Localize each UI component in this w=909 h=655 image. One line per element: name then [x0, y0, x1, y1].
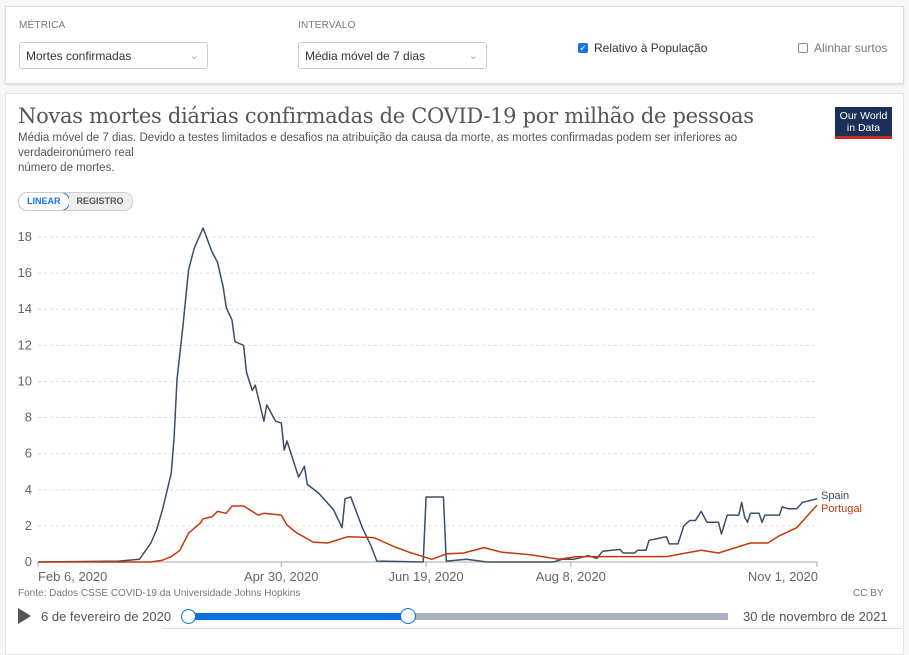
series-line-spain	[37, 227, 818, 563]
timeline-track[interactable]	[188, 613, 728, 620]
y-tick-label: 18	[18, 229, 32, 244]
align-outbreaks-checkbox[interactable]: Alinhar surtos	[798, 41, 887, 55]
chart-title: Novas mortes diárias confirmadas de COVI…	[18, 104, 754, 128]
timeline-end-label: 30 de novembro de 2021	[743, 609, 888, 624]
metric-value: Mortes confirmadas	[26, 49, 132, 63]
x-tick-label: Apr 30, 2020	[244, 569, 318, 584]
line-chart: 0 2 4 6 8 10 12 14 16 18 Feb 6, 2020 Apr 30, 2020 Ju…	[18, 227, 862, 584]
relative-population-label: Relativo à População	[594, 41, 708, 55]
align-outbreaks-label: Alinhar surtos	[814, 41, 888, 55]
y-tick-label: 2	[25, 518, 32, 533]
chart-subtitle: Média móvel de 7 dias. Devido a testes l…	[18, 131, 778, 176]
timeline-start-label: 6 de fevereiro de 2020	[41, 609, 172, 624]
relative-population-checkbox[interactable]: ✓ Relativo à População	[578, 41, 707, 55]
interval-select[interactable]: Média móvel de 7 dias ⌄	[298, 42, 487, 69]
checkbox-checked-icon: ✓	[578, 43, 588, 53]
checkbox-unchecked-icon	[798, 43, 808, 53]
series-line-portugal	[38, 504, 818, 563]
y-tick-label: 4	[25, 482, 32, 497]
y-tick-label: 14	[18, 301, 32, 316]
chevron-down-icon: ⌄	[468, 50, 478, 62]
timeline-selected-range	[188, 613, 408, 620]
timeline-end-handle[interactable]	[400, 608, 416, 624]
timeline-start-handle[interactable]	[181, 609, 196, 624]
controls-panel: MÉTRICA Mortes confirmadas ⌄ INTERVALO M…	[5, 6, 904, 84]
x-tick-label: Jun 19, 2020	[388, 569, 463, 584]
y-tick-label: 12	[18, 337, 32, 352]
scale-toggle: LINEAR REGISTRO	[18, 192, 133, 211]
scale-log-button[interactable]: REGISTRO	[68, 193, 132, 210]
chevron-down-icon: ⌄	[189, 50, 199, 62]
source-text[interactable]: Fonte: Dados CSSE COVID-19 da Universida…	[18, 588, 301, 599]
series-label-portugal: Portugal	[821, 503, 862, 515]
data-table-header	[162, 628, 902, 637]
y-tick-label: 10	[18, 373, 32, 388]
x-tick-label: Aug 8, 2020	[536, 569, 606, 584]
interval-label: INTERVALO	[298, 20, 356, 31]
x-tick-label: Nov 1, 2020	[748, 569, 818, 584]
license-text[interactable]: CC BY	[853, 588, 884, 599]
owid-logo[interactable]: Our World in Data	[835, 107, 892, 139]
play-button[interactable]	[18, 608, 31, 624]
subtitle-line: número de mortes.	[18, 162, 115, 174]
interval-value: Média móvel de 7 dias	[305, 49, 426, 63]
y-tick-label: 8	[25, 410, 32, 425]
y-tick-label: 6	[25, 446, 32, 461]
series-label-spain: Spain	[821, 490, 849, 502]
y-tick-label: 16	[18, 265, 32, 280]
subtitle-line: verdadeironúmero real	[18, 147, 134, 159]
y-tick-label: 0	[25, 554, 32, 569]
metric-select[interactable]: Mortes confirmadas ⌄	[19, 42, 208, 69]
subtitle-line: Média móvel de 7 dias. Devido a testes l…	[18, 132, 738, 144]
metric-label: MÉTRICA	[19, 20, 66, 31]
x-tick-label: Feb 6, 2020	[38, 569, 107, 584]
